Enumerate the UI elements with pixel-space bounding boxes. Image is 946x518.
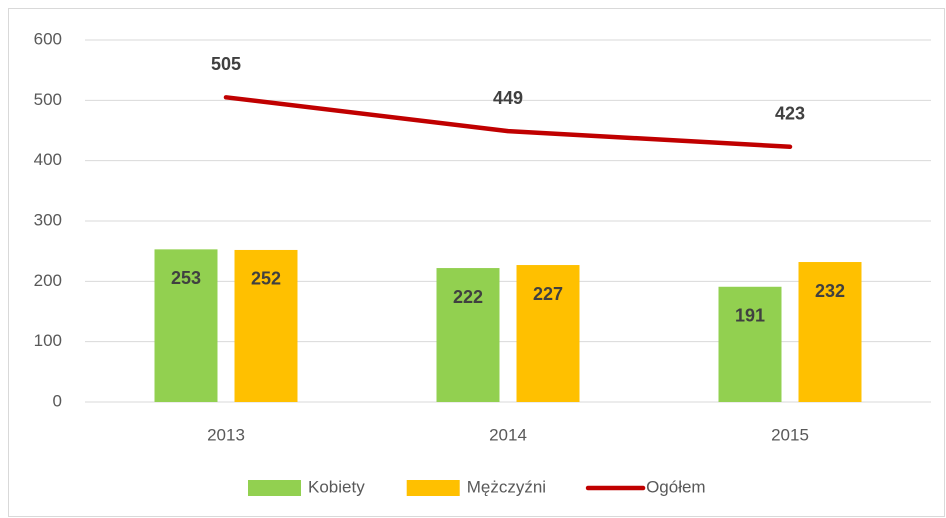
y-tick-label: 100: [34, 331, 62, 350]
y-tick-label: 300: [34, 210, 62, 229]
x-tick-label: 2013: [207, 425, 245, 444]
value-label: 505: [211, 54, 241, 74]
bar: [436, 268, 500, 402]
value-label: 222: [453, 287, 483, 307]
legend-swatch: [248, 480, 301, 496]
bar: [516, 265, 580, 402]
value-label: 253: [171, 268, 201, 288]
legend-label: Kobiety: [308, 477, 365, 496]
x-tick-label: 2015: [771, 425, 809, 444]
y-tick-label: 200: [34, 271, 62, 290]
value-label: 232: [815, 281, 845, 301]
y-tick-label: 600: [34, 29, 62, 48]
bar: [154, 249, 218, 402]
bar: [234, 249, 298, 402]
value-label: 227: [533, 284, 563, 304]
legend-label: Mężczyźni: [467, 477, 546, 496]
y-tick-label: 0: [53, 391, 62, 410]
value-label: 449: [493, 88, 523, 108]
x-tick-label: 2014: [489, 425, 527, 444]
value-label: 423: [775, 104, 805, 124]
y-tick-label: 500: [34, 90, 62, 109]
value-label: 252: [251, 269, 281, 289]
value-label: 191: [735, 306, 765, 326]
line: [223, 95, 793, 150]
bar: [798, 262, 862, 402]
y-tick-label: 400: [34, 150, 62, 169]
bar: [718, 286, 782, 402]
legend-swatch: [406, 480, 460, 496]
legend-label: Ogółem: [646, 477, 706, 496]
